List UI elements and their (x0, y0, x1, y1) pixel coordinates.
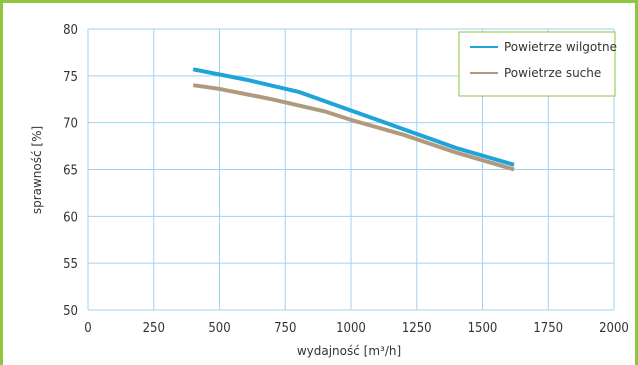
y-tick-label: 65 (63, 164, 78, 179)
y-tick-label: 70 (63, 117, 78, 132)
series-line-0 (192, 67, 515, 167)
series-lines (192, 67, 515, 172)
legend-label-wilgotne: Powietrze wilgotne (504, 40, 617, 54)
x-tick-label: 250 (143, 321, 165, 336)
x-tick-label: 750 (274, 321, 296, 336)
x-tick-label: 1000 (336, 321, 366, 336)
legend-label-suche: Powietrze suche (504, 66, 601, 80)
x-axis-ticks: 0 250 500 750 1000 1250 1500 1750 2000 (84, 321, 629, 336)
x-tick-label: 1500 (468, 321, 498, 336)
x-tick-label: 0 (84, 321, 91, 336)
x-tick-label: 1750 (533, 321, 563, 336)
series-line-1 (192, 83, 515, 172)
x-tick-label: 500 (208, 321, 230, 336)
y-tick-label: 75 (63, 70, 78, 85)
y-tick-label: 60 (63, 210, 78, 225)
y-axis-ticks: 50 55 60 65 70 75 80 (63, 23, 78, 319)
legend-box (458, 31, 616, 97)
x-tick-label: 2000 (599, 321, 629, 336)
legend: Powietrze wilgotne Powietrze suche (458, 31, 617, 97)
x-axis-title: wydajność [m³/h] (297, 344, 401, 358)
y-tick-label: 55 (63, 257, 78, 272)
y-tick-label: 50 (63, 304, 78, 319)
y-tick-label: 80 (63, 23, 78, 38)
x-tick-label: 1250 (402, 321, 432, 336)
y-axis-title: sprawność [%] (30, 126, 44, 214)
